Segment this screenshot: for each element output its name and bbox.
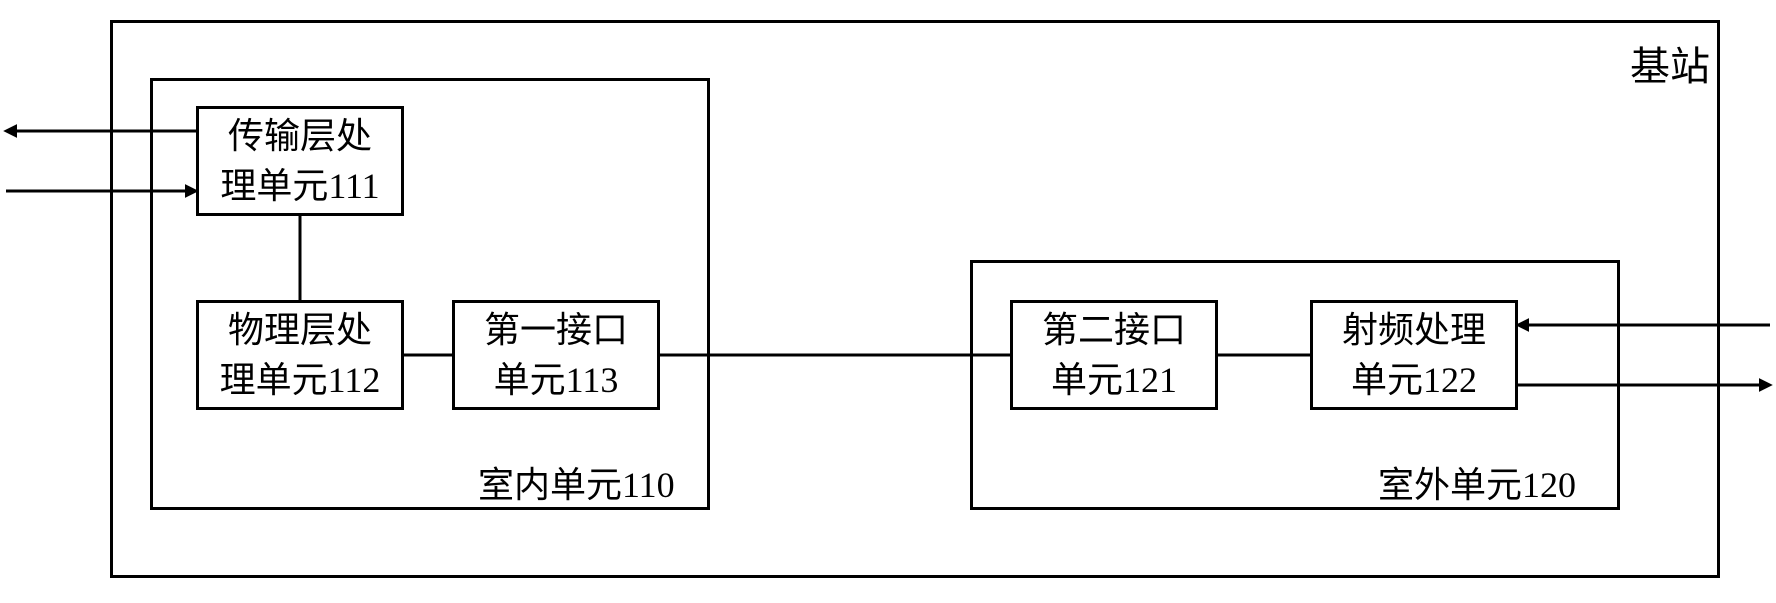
diagram-canvas: 基站 室内单元110 室外单元120 传输层处 理单元111 物理层处 理单元1… [0, 0, 1776, 603]
edges-layer [0, 0, 1776, 603]
